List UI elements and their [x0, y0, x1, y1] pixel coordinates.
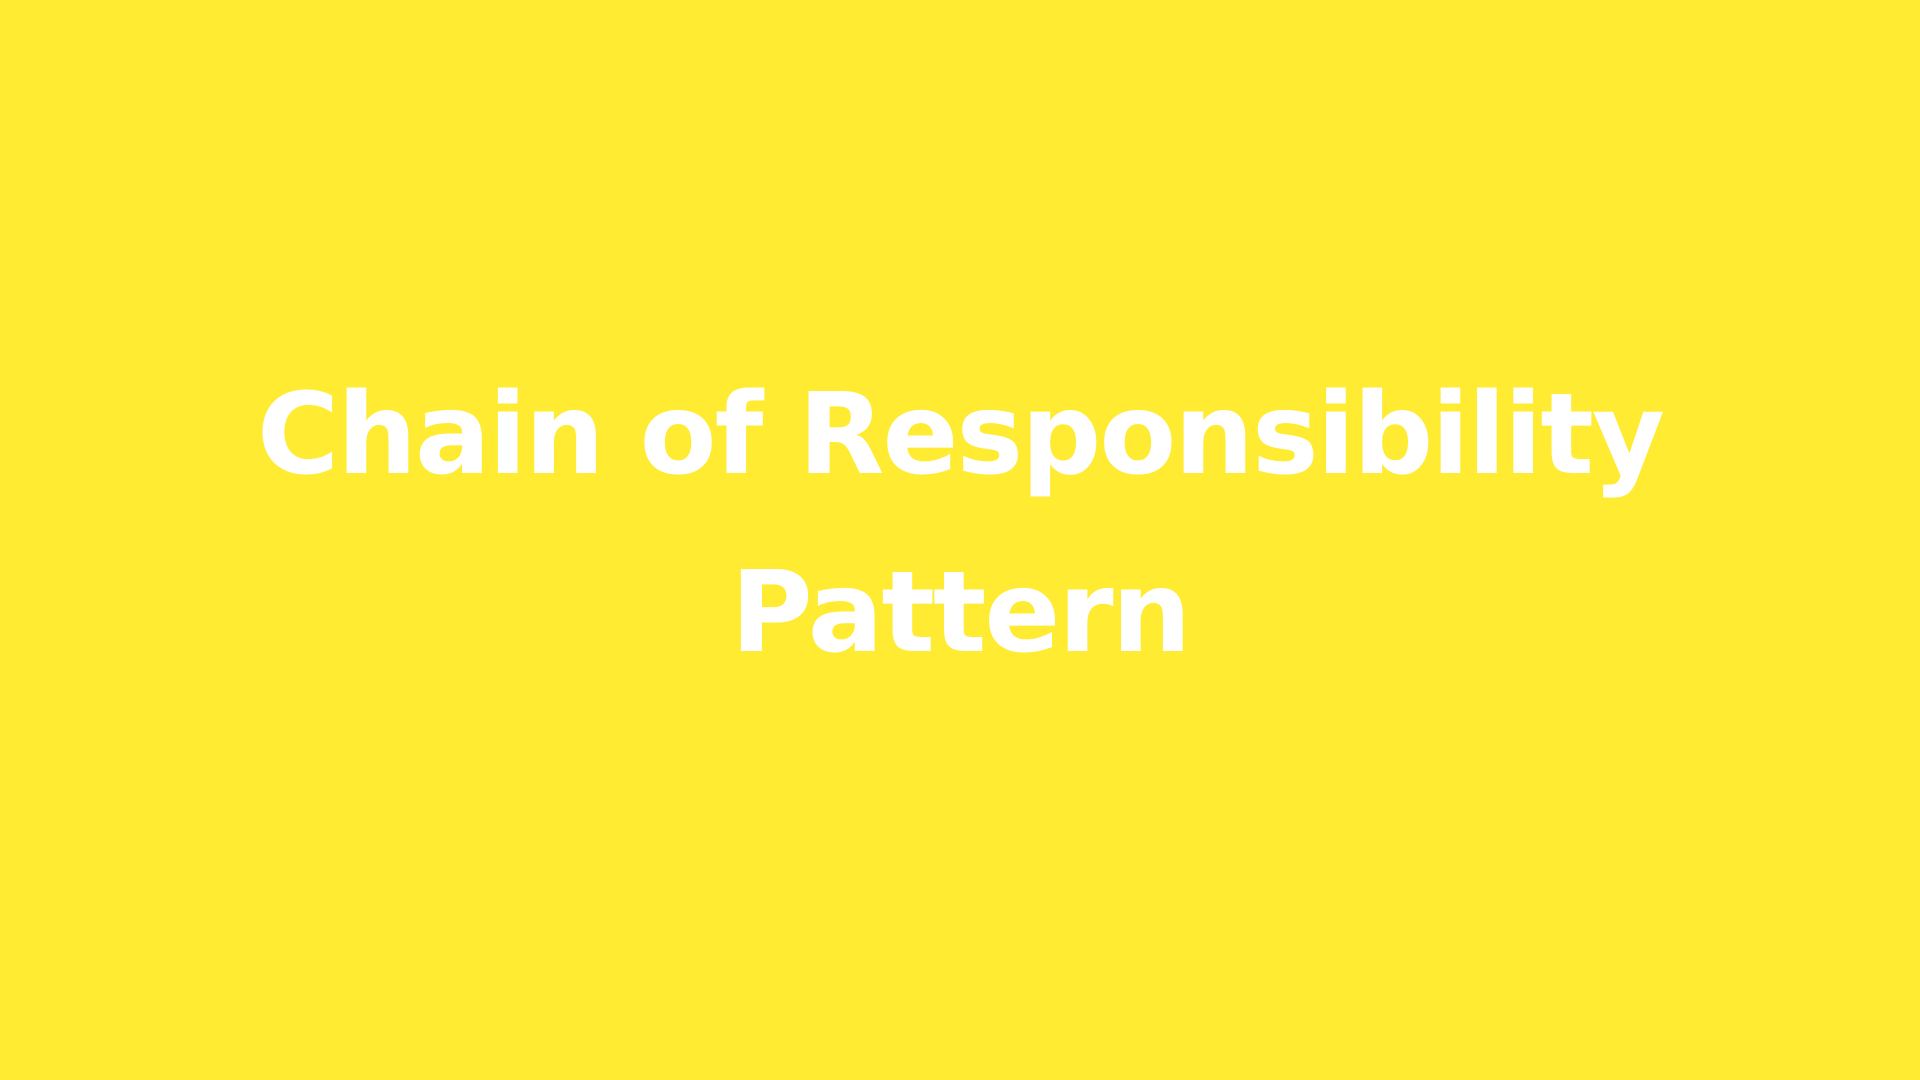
slide-title-line-1: Chain of Responsibility [257, 370, 1665, 500]
slide-title-line-2: Pattern [730, 548, 1192, 678]
